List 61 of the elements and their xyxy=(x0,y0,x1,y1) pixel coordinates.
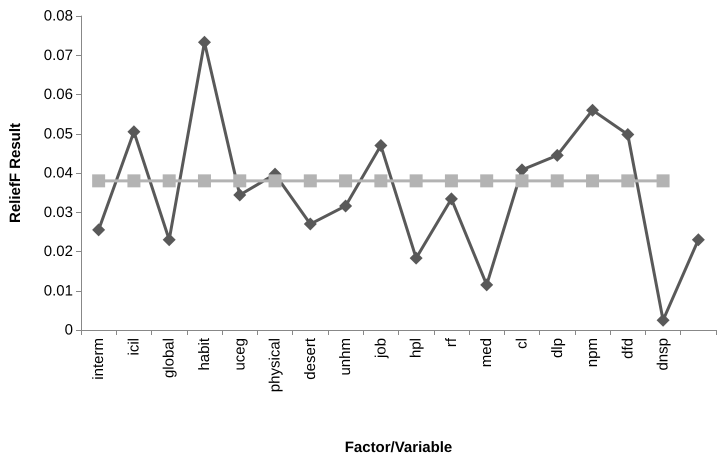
point xyxy=(198,174,211,188)
point xyxy=(410,174,423,188)
point xyxy=(304,174,317,188)
point xyxy=(198,36,211,49)
point xyxy=(586,174,600,188)
x-tick-label: rf xyxy=(442,337,460,348)
x-tick-label: npm xyxy=(584,338,602,368)
point xyxy=(410,252,423,265)
point xyxy=(480,278,494,292)
point xyxy=(550,174,564,188)
x-tick-label: dnsp xyxy=(654,338,672,371)
x-tick-label: physical xyxy=(266,338,284,392)
x-tick-label: interm xyxy=(90,338,108,380)
y-tick-label: 0.05 xyxy=(44,125,73,142)
point xyxy=(656,174,670,188)
point xyxy=(374,174,388,188)
y-tick-label: 0.08 xyxy=(44,8,73,24)
point xyxy=(339,199,352,212)
point xyxy=(92,174,106,188)
point xyxy=(127,125,140,138)
point xyxy=(656,314,670,327)
y-tick-label: 0 xyxy=(64,322,73,338)
y-tick-label: 0.02 xyxy=(44,243,73,260)
point xyxy=(444,174,458,188)
x-tick-label: hpl xyxy=(408,338,425,358)
point xyxy=(374,139,388,152)
point xyxy=(92,223,106,236)
x-tick-label: uceg xyxy=(231,338,248,371)
point xyxy=(480,174,494,188)
x-axis-title: Factor/Variable xyxy=(344,439,452,456)
x-tick-label: desert xyxy=(302,337,319,380)
point xyxy=(233,188,246,202)
y-tick-label: 0.06 xyxy=(44,86,73,103)
x-tick-label: habit xyxy=(196,337,213,371)
point xyxy=(692,233,705,246)
point xyxy=(444,192,458,206)
point xyxy=(304,218,317,231)
point xyxy=(586,104,600,117)
point xyxy=(621,174,634,188)
x-tick-label: cl xyxy=(513,338,530,349)
point xyxy=(339,174,352,188)
y-tick-label: 0.04 xyxy=(44,164,73,182)
point xyxy=(621,128,634,142)
point xyxy=(162,174,176,188)
x-tick-label: med xyxy=(478,338,496,368)
x-tick-label: dfd xyxy=(619,338,636,359)
x-tick-label: icil xyxy=(125,338,142,356)
point xyxy=(550,148,564,162)
y-axis-title: ReliefF Result xyxy=(7,122,24,224)
y-tick-label: 0.07 xyxy=(44,46,73,64)
y-tick-label: 0.03 xyxy=(44,204,73,221)
x-tick-label: job xyxy=(372,338,390,360)
point xyxy=(233,174,246,188)
point xyxy=(268,174,282,188)
point xyxy=(515,174,528,188)
point xyxy=(127,174,140,188)
y-tick-label: 0.01 xyxy=(44,282,73,300)
point xyxy=(515,163,528,176)
x-tick-label: unhm xyxy=(337,338,354,376)
x-tick-label: dlp xyxy=(548,338,566,358)
x-tick-label: global xyxy=(160,338,178,378)
